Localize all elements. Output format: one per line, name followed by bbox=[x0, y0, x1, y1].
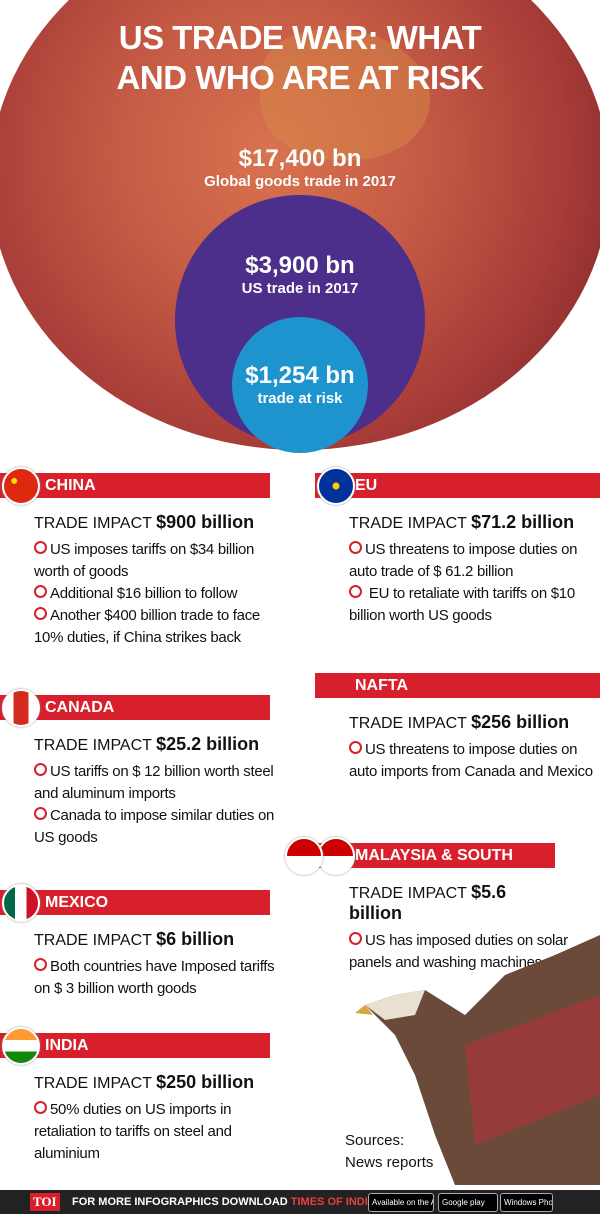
impact-value: $250 billion bbox=[156, 1072, 255, 1092]
circle-value: $3,900 bn bbox=[245, 252, 355, 279]
country-name: MALAYSIA & SOUTH KOREA bbox=[355, 847, 513, 889]
bullet: US has imposed duties on solar panels an… bbox=[349, 930, 599, 974]
eagle bbox=[355, 935, 600, 1185]
flag bbox=[2, 467, 40, 505]
bullet: EU to retaliate with tariffs on $10 bill… bbox=[349, 583, 599, 627]
title: US TRADE WAR: WHAT AND WHO ARE AT RISK bbox=[116, 19, 484, 96]
country-section: MALAYSIA & SOUTH KOREA TRADE IMPACT $5.6 … bbox=[285, 837, 568, 974]
trade-impact: TRADE IMPACT $71.2 billion bbox=[349, 512, 600, 533]
logo: TOI bbox=[30, 1193, 60, 1211]
impact-value: $5.6 billion bbox=[349, 882, 507, 923]
bullet: Canada to impose similar duties on US go… bbox=[34, 805, 284, 849]
country-section: INDIA TRADE IMPACT $250 billion 50% duties… bbox=[0, 1027, 270, 1165]
country-header: NAFTA bbox=[315, 673, 600, 698]
circle-label: US trade in 2017 bbox=[241, 280, 359, 297]
flag bbox=[2, 1027, 40, 1065]
impact-value: $6 billion bbox=[156, 929, 235, 949]
sources-text: News reports bbox=[345, 1154, 434, 1171]
country-header: CHINA bbox=[0, 467, 270, 505]
impact-label: TRADE IMPACT bbox=[34, 515, 152, 532]
risk-circle bbox=[232, 317, 368, 453]
trade-impact: TRADE IMPACT $900 billion bbox=[34, 512, 270, 533]
circle-label: Global goods trade in 2017 bbox=[204, 173, 396, 190]
eagle-head bbox=[365, 990, 425, 1020]
impact-value: $25.2 billion bbox=[156, 734, 260, 754]
impact-value: $900 billion bbox=[156, 512, 255, 532]
circle-label: trade at risk bbox=[257, 390, 343, 407]
flag bbox=[2, 884, 40, 922]
country-name: INDIA bbox=[45, 1037, 89, 1054]
country-section: EU TRADE IMPACT $71.2 billion US threatens… bbox=[315, 467, 600, 627]
bullet: Additional $16 billion to follow bbox=[34, 583, 284, 605]
country-header: CANADA bbox=[0, 689, 270, 727]
footer-text: FOR MORE INFOGRAPHICS DOWNLOAD TIMES OF … bbox=[72, 1190, 401, 1214]
country-header: MEXICO bbox=[0, 884, 270, 922]
sources-label: Sources: bbox=[345, 1132, 405, 1149]
country-section: CANADA TRADE IMPACT $25.2 billion US tarif… bbox=[0, 689, 274, 849]
impact-label: TRADE IMPACT bbox=[34, 932, 152, 949]
eagle-stripes bbox=[465, 995, 600, 1145]
flag bbox=[2, 689, 40, 727]
google-play-badge[interactable]: Google play bbox=[438, 1193, 498, 1212]
bullet: US imposes tariffs on $34 billion worth … bbox=[34, 539, 284, 583]
land bbox=[260, 30, 430, 160]
impact-label: TRADE IMPACT bbox=[349, 515, 467, 532]
impact-value: $71.2 billion bbox=[471, 512, 575, 532]
country-name: MEXICO bbox=[45, 894, 109, 911]
app-store-badge[interactable]: Available on the App Store bbox=[368, 1193, 434, 1212]
trade-impact: TRADE IMPACT $250 billion bbox=[34, 1072, 270, 1093]
trade-impact: TRADE IMPACT $256 billion bbox=[349, 712, 600, 733]
country-name: NAFTA bbox=[355, 677, 409, 694]
impact-label: TRADE IMPACT bbox=[349, 885, 467, 902]
impact-label: TRADE IMPACT bbox=[349, 715, 467, 732]
country-name: CANADA bbox=[45, 699, 115, 716]
bullet: US threatens to impose duties on auto tr… bbox=[349, 539, 599, 583]
impact-label: TRADE IMPACT bbox=[34, 737, 152, 754]
bullet: Another $400 billion trade to face 10% d… bbox=[34, 605, 284, 649]
flag bbox=[317, 837, 355, 875]
country-section: CHINA TRADE IMPACT $900 billion US imposes… bbox=[0, 467, 270, 649]
flag bbox=[285, 837, 323, 875]
bullet: US tariffs on $ 12 billion worth steel a… bbox=[34, 761, 284, 805]
circle-value: $1,254 bn bbox=[245, 362, 355, 389]
circle-value: $17,400 bn bbox=[238, 145, 362, 172]
eagle-beak bbox=[355, 1005, 373, 1015]
bullet: Both countries have Imposed tariffs on $… bbox=[34, 956, 284, 1000]
trade-impact: TRADE IMPACT $25.2 billion bbox=[34, 734, 270, 755]
footer: TOI FOR MORE INFOGRAPHICS DOWNLOAD TIMES… bbox=[0, 1190, 600, 1214]
country-section: MEXICO TRADE IMPACT $6 billion Both countr… bbox=[0, 884, 275, 1000]
windows-phone-badge[interactable]: Windows Phone bbox=[500, 1193, 553, 1212]
trade-impact: TRADE IMPACT $6 billion bbox=[34, 929, 270, 950]
impact-value: $256 billion bbox=[471, 712, 570, 732]
country-header: INDIA bbox=[0, 1027, 270, 1065]
country-name: CHINA bbox=[45, 477, 96, 494]
country-section: NAFTA TRADE IMPACT $256 billion US threate… bbox=[315, 673, 600, 783]
flag bbox=[317, 467, 355, 505]
circle-text: $17,400 bn Global goods trade in 2017 bbox=[150, 145, 450, 190]
sources: Sources: News reports bbox=[345, 1130, 433, 1174]
bullet: 50% duties on US imports in retaliation … bbox=[34, 1099, 284, 1165]
country-header: MALAYSIA & SOUTH KOREA bbox=[285, 837, 555, 889]
bullet: US threatens to impose duties on auto im… bbox=[349, 739, 599, 783]
circle-text: $3,900 bn US trade in 2017 bbox=[150, 252, 450, 297]
trade-impact: TRADE IMPACT $5.6 billion bbox=[349, 882, 555, 924]
impact-label: TRADE IMPACT bbox=[34, 1075, 152, 1092]
country-header: EU bbox=[315, 467, 600, 505]
country-name: EU bbox=[355, 477, 378, 494]
footer-cta: FOR MORE INFOGRAPHICS DOWNLOAD bbox=[72, 1196, 288, 1208]
circle-text: $1,254 bn trade at risk bbox=[150, 362, 450, 407]
